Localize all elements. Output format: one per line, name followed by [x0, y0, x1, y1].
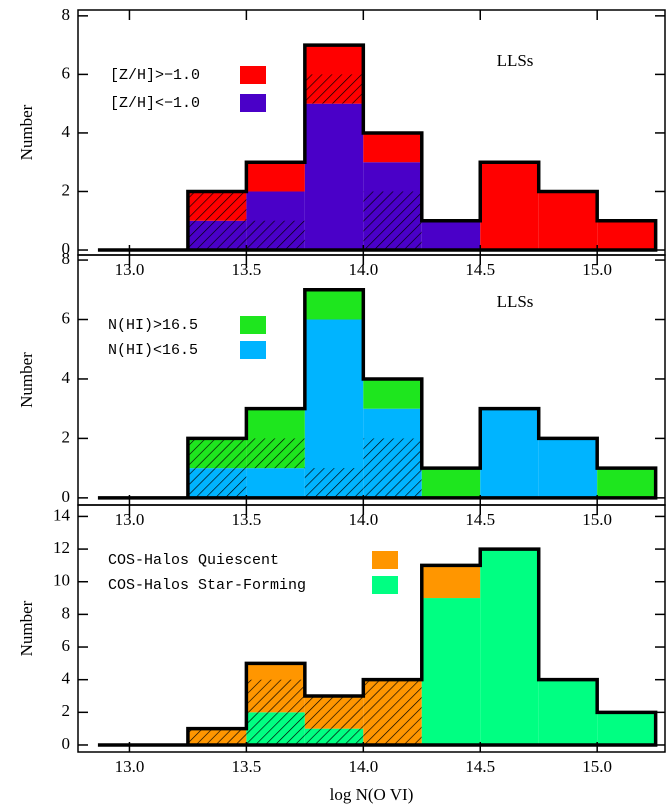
hatched-segment	[304, 74, 364, 104]
x-tick-label: 14.0	[348, 260, 378, 279]
y-tick-label: 2	[62, 701, 71, 720]
y-tick-label: 8	[62, 249, 71, 268]
x-axis-label: log N(O VI)	[330, 785, 414, 804]
legend-swatch	[240, 66, 266, 84]
hatched-segment	[246, 679, 305, 713]
bar-segment	[363, 378, 422, 409]
legend-swatch	[240, 94, 266, 112]
hatched-segment	[246, 438, 305, 469]
bar-segment	[538, 679, 598, 745]
y-tick-label: 14	[53, 505, 71, 524]
y-tick-label: 2	[62, 180, 71, 199]
histogram-outline	[97, 288, 658, 500]
x-tick-label: 14.5	[465, 260, 495, 279]
y-tick-label: 10	[53, 571, 70, 590]
y-tick-label: 6	[62, 63, 71, 82]
x-tick-label: 13.0	[115, 510, 145, 529]
hatched-segment	[187, 468, 247, 498]
bar-segment	[538, 191, 598, 251]
bar-segment	[304, 319, 364, 498]
hatched-segment	[304, 696, 364, 729]
panel-frame	[77, 504, 666, 753]
legend-swatch	[372, 551, 398, 569]
legend-label: [Z/H]>−1.0	[110, 67, 200, 84]
x-tick-label: 14.5	[465, 757, 495, 776]
y-tick-label: 8	[62, 5, 71, 24]
y-tick-label: 2	[62, 427, 71, 446]
hatched-segment	[246, 712, 305, 745]
x-tick-label: 13.5	[232, 757, 262, 776]
y-axis-label: Number	[17, 352, 36, 408]
y-tick-label: 4	[62, 669, 71, 688]
x-tick-label: 13.0	[115, 260, 145, 279]
y-axis-label: Number	[17, 104, 36, 160]
bar-segment	[480, 549, 539, 745]
bar-segment	[538, 438, 598, 498]
bar-segment	[304, 103, 364, 251]
y-tick-label: 6	[62, 308, 71, 327]
bar-segment	[480, 408, 539, 498]
bar-segment	[246, 468, 305, 498]
x-tick-label: 13.5	[232, 510, 262, 529]
y-tick-label: 12	[53, 538, 70, 557]
bar-segment	[597, 220, 656, 251]
hatched-segment	[187, 438, 247, 469]
y-axis-label: Number	[17, 600, 36, 656]
bar-segment	[421, 598, 481, 745]
hatched-segment	[363, 191, 422, 251]
legend-swatch	[372, 576, 398, 594]
hatched-segment	[246, 220, 305, 251]
y-tick-label: 0	[62, 239, 71, 258]
y-tick-label: 0	[62, 734, 71, 753]
hatched-segment	[304, 468, 364, 498]
bar-segment	[421, 468, 481, 498]
x-tick-label: 14.5	[465, 510, 495, 529]
hatched-segment	[363, 679, 422, 745]
x-tick-label: 14.0	[348, 757, 378, 776]
bar-segment	[363, 132, 422, 163]
histogram-outline	[97, 547, 658, 747]
y-tick-label: 4	[62, 368, 71, 387]
legend-swatch	[240, 341, 266, 359]
legend-label: N(HI)<16.5	[108, 342, 198, 359]
annotation: LLSs	[497, 51, 534, 70]
legend-swatch	[240, 316, 266, 334]
legend-label: N(HI)>16.5	[108, 317, 198, 334]
x-tick-label: 14.0	[348, 510, 378, 529]
legend-label: COS-Halos Quiescent	[108, 552, 279, 569]
x-tick-label: 15.0	[582, 260, 612, 279]
hatched-segment	[304, 728, 364, 745]
annotation: LLSs	[497, 292, 534, 311]
bar-segment	[421, 565, 481, 599]
bar-segment	[597, 712, 656, 745]
x-tick-label: 15.0	[582, 510, 612, 529]
y-tick-label: 4	[62, 122, 71, 141]
x-tick-label: 13.0	[115, 757, 145, 776]
hatched-segment	[187, 220, 247, 251]
x-tick-label: 15.0	[582, 757, 612, 776]
y-tick-label: 0	[62, 487, 71, 506]
legend-label: [Z/H]<−1.0	[110, 95, 200, 112]
bar-segment	[421, 220, 481, 251]
hatched-segment	[363, 438, 422, 498]
bar-segment	[597, 468, 656, 498]
y-tick-label: 6	[62, 636, 71, 655]
histogram-outline	[97, 43, 658, 252]
bar-segment	[480, 162, 539, 251]
bar-segment	[304, 289, 364, 320]
legend-label: COS-Halos Star-Forming	[108, 577, 306, 594]
y-tick-label: 8	[62, 603, 71, 622]
hatched-segment	[187, 191, 247, 221]
hatched-segment	[187, 728, 247, 745]
x-tick-label: 13.5	[232, 260, 262, 279]
bar-segment	[246, 162, 305, 192]
